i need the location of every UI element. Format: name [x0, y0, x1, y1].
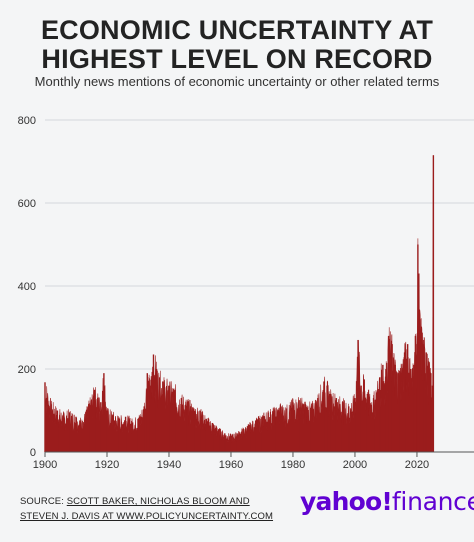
x-tick-label: 1900	[33, 459, 57, 471]
logo-product: finance	[391, 487, 474, 516]
uncertainty-chart: 0 200 400 600 800 1900 1920 1940 1960 1980 2000 202…	[18, 115, 474, 471]
y-tick-label: 800	[18, 115, 36, 127]
y-tick-label: 600	[18, 198, 36, 210]
y-tick-label: 200	[18, 364, 36, 376]
chart-subtitle: Monthly news mentions of economic uncert…	[34, 74, 440, 89]
x-tick-label: 2020	[405, 459, 429, 471]
x-tick-label: 1960	[219, 459, 243, 471]
y-tick-label: 0	[30, 447, 36, 459]
series-area	[44, 155, 435, 453]
x-tick-label: 2000	[343, 459, 367, 471]
x-tick-label: 1940	[157, 459, 181, 471]
yahoo-finance-logo: yahoo!finance	[300, 487, 474, 516]
source-link-line-2[interactable]: STEVEN J. DAVIS AT WWW.POLICYUNCERTAINTY…	[20, 511, 274, 522]
source-link-line-1[interactable]: SCOTT BAKER, NICHOLAS BLOOM AND	[66, 496, 250, 507]
chart-title: ECONOMIC UNCERTAINTY AT HIGHEST LEVEL ON…	[0, 16, 474, 74]
chart-title-line-2: HIGHEST LEVEL ON RECORD	[41, 44, 433, 74]
x-tick-label: 1980	[281, 459, 305, 471]
chart-title-line-1: ECONOMIC UNCERTAINTY AT	[40, 15, 434, 45]
logo-brand: yahoo!	[300, 487, 393, 516]
source-note: SOURCE: SCOTT BAKER, NICHOLAS BLOOM AND …	[20, 494, 273, 524]
grid-lines	[45, 119, 474, 370]
y-tick-label: 400	[18, 281, 36, 293]
axes: 0 200 400 600 800 1900 1920 1940 1960 1980 2000 202…	[18, 115, 474, 471]
source-prefix: SOURCE:	[20, 496, 67, 507]
x-tick-label: 1920	[95, 459, 119, 471]
